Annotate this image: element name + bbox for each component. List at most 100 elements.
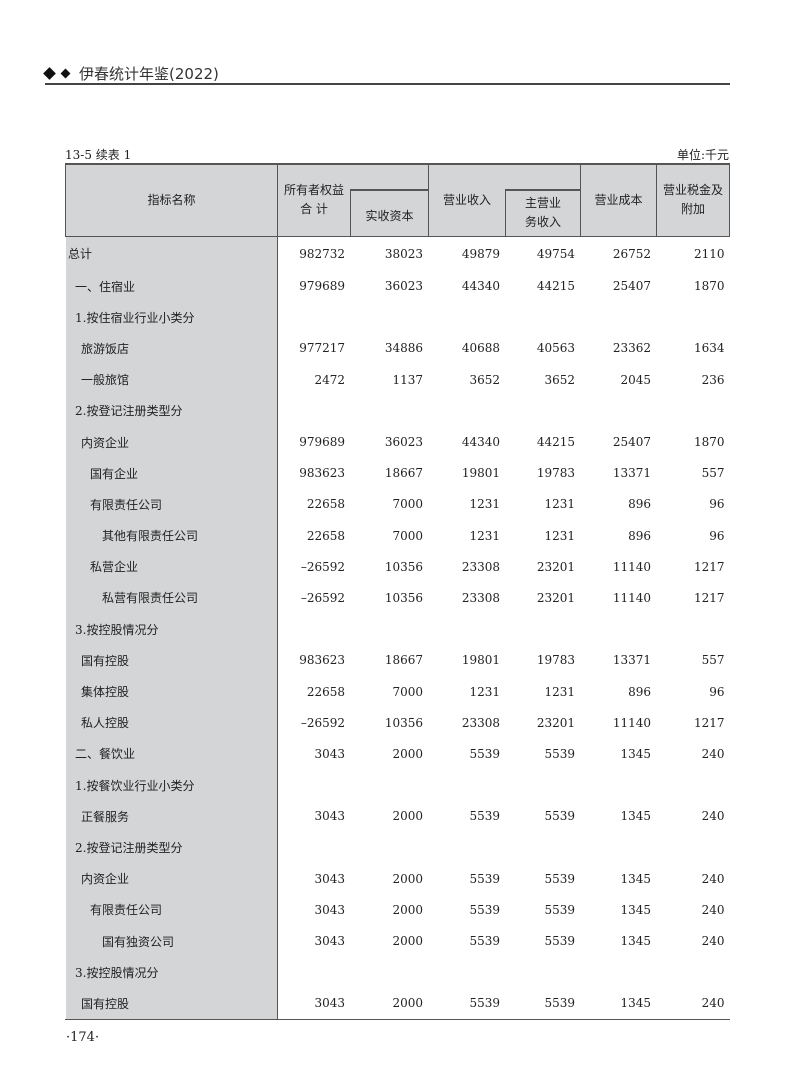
- cell-value: 1137: [350, 364, 429, 396]
- row-label: 2.按登记注册类型分: [65, 395, 278, 427]
- table-row: 内资企业 979689 36023 44340 44215 25407 1870: [65, 426, 730, 458]
- cell-value: [656, 956, 730, 988]
- cell-value: 3043: [277, 894, 351, 926]
- cell-value: 11140: [580, 551, 657, 583]
- cell-value: [350, 831, 429, 864]
- cell-value: 240: [656, 894, 730, 926]
- cell-value: 36023: [350, 426, 429, 458]
- cell-value: 10356: [350, 582, 429, 614]
- cell-value: 22658: [277, 488, 351, 520]
- row-label: 3.按控股情况分: [65, 956, 278, 988]
- table-row: 私营有限责任公司 –26592 10356 23308 23201 11140 1217: [65, 582, 730, 614]
- cell-value: 18667: [350, 644, 429, 676]
- cell-value: 13371: [580, 457, 657, 489]
- cell-value: 23362: [580, 332, 657, 365]
- cell-value: [277, 613, 351, 645]
- cell-value: [505, 395, 581, 427]
- cell-value: 96: [656, 488, 730, 520]
- cell-value: 49754: [505, 236, 581, 271]
- header-tax: 营业税金及 附加: [656, 163, 730, 237]
- row-label: 3.按控股情况分: [65, 613, 278, 645]
- cell-value: 23308: [428, 582, 506, 614]
- table-row: 3.按控股情况分: [65, 956, 730, 988]
- cell-value: 25407: [580, 426, 657, 458]
- row-label: 其他有限责任公司: [65, 520, 278, 552]
- table-row: 2.按登记注册类型分: [65, 831, 730, 864]
- cell-value: [505, 769, 581, 801]
- table-row: 旅游饭店 977217 34886 40688 40563 23362 1634: [65, 332, 730, 365]
- row-label: 国有企业: [65, 457, 278, 489]
- cell-value: [580, 395, 657, 427]
- cell-value: [277, 395, 351, 427]
- cell-value: [505, 301, 581, 333]
- cell-value: [277, 769, 351, 801]
- header-paid-in-capital: 实收资本: [350, 189, 429, 237]
- cell-value: 983623: [277, 644, 351, 676]
- row-label: 私人控股: [65, 707, 278, 739]
- cell-value: 3652: [428, 364, 506, 396]
- running-header: 伊春统计年鉴(2022): [43, 63, 219, 84]
- cell-value: [656, 769, 730, 801]
- table-row: 国有控股 3043 2000 5539 5539 1345 240: [65, 987, 730, 1020]
- cell-value: [580, 769, 657, 801]
- cell-value: [580, 956, 657, 988]
- cell-value: 557: [656, 457, 730, 489]
- cell-value: 1345: [580, 863, 657, 895]
- cell-value: [580, 613, 657, 645]
- cell-value: 5539: [505, 894, 581, 926]
- cell-value: 23201: [505, 582, 581, 614]
- table-row: 2.按登记注册类型分: [65, 395, 730, 427]
- diamond-icon: [60, 68, 71, 79]
- table-row: 一、住宿业 979689 36023 44340 44215 25407 1870: [65, 270, 730, 302]
- cell-value: –26592: [277, 551, 351, 583]
- row-label: 国有控股: [65, 644, 278, 676]
- cell-value: 38023: [350, 236, 429, 271]
- cell-value: 2472: [277, 364, 351, 396]
- cell-value: 96: [656, 675, 730, 708]
- cell-value: 5539: [428, 925, 506, 957]
- cell-value: 3043: [277, 987, 351, 1020]
- cell-value: –26592: [277, 707, 351, 739]
- row-label: 总计: [65, 236, 278, 271]
- cell-value: 34886: [350, 332, 429, 365]
- cell-value: [656, 613, 730, 645]
- table-row: 集体控股 22658 7000 1231 1231 896 96: [65, 675, 730, 708]
- cell-value: [656, 395, 730, 427]
- cell-value: 2000: [350, 925, 429, 957]
- cell-value: 1870: [656, 426, 730, 458]
- cell-value: 3043: [277, 925, 351, 957]
- row-label: 国有控股: [65, 987, 278, 1020]
- cell-value: 3043: [277, 738, 351, 770]
- cell-value: [656, 831, 730, 864]
- cell-value: 979689: [277, 270, 351, 302]
- cell-value: 2000: [350, 894, 429, 926]
- cell-value: 1345: [580, 987, 657, 1020]
- cell-value: 240: [656, 738, 730, 770]
- diamond-icon: [43, 67, 56, 80]
- table-row: 正餐服务 3043 2000 5539 5539 1345 240: [65, 800, 730, 832]
- row-label: 正餐服务: [65, 800, 278, 832]
- cell-value: 3043: [277, 800, 351, 832]
- cell-value: 5539: [505, 863, 581, 895]
- table-row: 私人控股 –26592 10356 23308 23201 11140 1217: [65, 707, 730, 739]
- table-row: 总计 982732 38023 49879 49754 26752 2110: [65, 236, 730, 271]
- row-label: 国有独资公司: [65, 925, 278, 957]
- cell-value: [428, 613, 506, 645]
- cell-value: 1217: [656, 582, 730, 614]
- cell-value: [428, 769, 506, 801]
- cell-value: 7000: [350, 488, 429, 520]
- row-label: 集体控股: [65, 675, 278, 708]
- cell-value: 5539: [428, 738, 506, 770]
- cell-value: 1231: [505, 675, 581, 708]
- cell-value: 982732: [277, 236, 351, 271]
- cell-value: 26752: [580, 236, 657, 271]
- row-label: 二、餐饮业: [65, 738, 278, 770]
- cell-value: 22658: [277, 675, 351, 708]
- cell-value: 3652: [505, 364, 581, 396]
- cell-value: 40688: [428, 332, 506, 365]
- cell-value: –26592: [277, 582, 351, 614]
- header-revenue: 营业收入: [428, 163, 506, 237]
- cell-value: 5539: [428, 987, 506, 1020]
- table-row: 一般旅馆 2472 1137 3652 3652 2045 236: [65, 364, 730, 396]
- cell-value: 5539: [428, 894, 506, 926]
